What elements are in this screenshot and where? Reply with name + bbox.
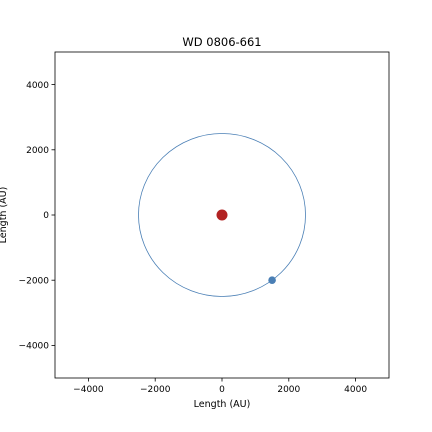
plot-area [54, 51, 390, 379]
companion-point [268, 276, 276, 285]
y-axis: −4000 −2000 0 2000 4000 [19, 81, 55, 352]
y-tick-label: 2000 [26, 146, 49, 156]
chart-title: WD 0806-661 [182, 35, 261, 49]
x-axis: −4000 −2000 0 2000 4000 [73, 378, 367, 395]
points-layer [216, 209, 276, 285]
y-tick-label: 4000 [26, 81, 49, 91]
y-tick-label: −4000 [19, 342, 50, 352]
x-tick-label: 2000 [277, 385, 300, 395]
y-axis-label: Length (AU) [0, 187, 9, 244]
orbit-path [138, 133, 306, 297]
x-tick-label: 4000 [344, 385, 367, 395]
x-tick-label: −2000 [140, 385, 171, 395]
x-tick-label: 0 [219, 385, 225, 395]
x-axis-label: Length (AU) [194, 399, 251, 410]
orbit-layer [138, 133, 306, 297]
y-tick-label: 0 [43, 211, 49, 221]
y-tick-label: −2000 [19, 276, 50, 286]
host-star-point [216, 209, 228, 221]
x-tick-label: −4000 [73, 385, 104, 395]
